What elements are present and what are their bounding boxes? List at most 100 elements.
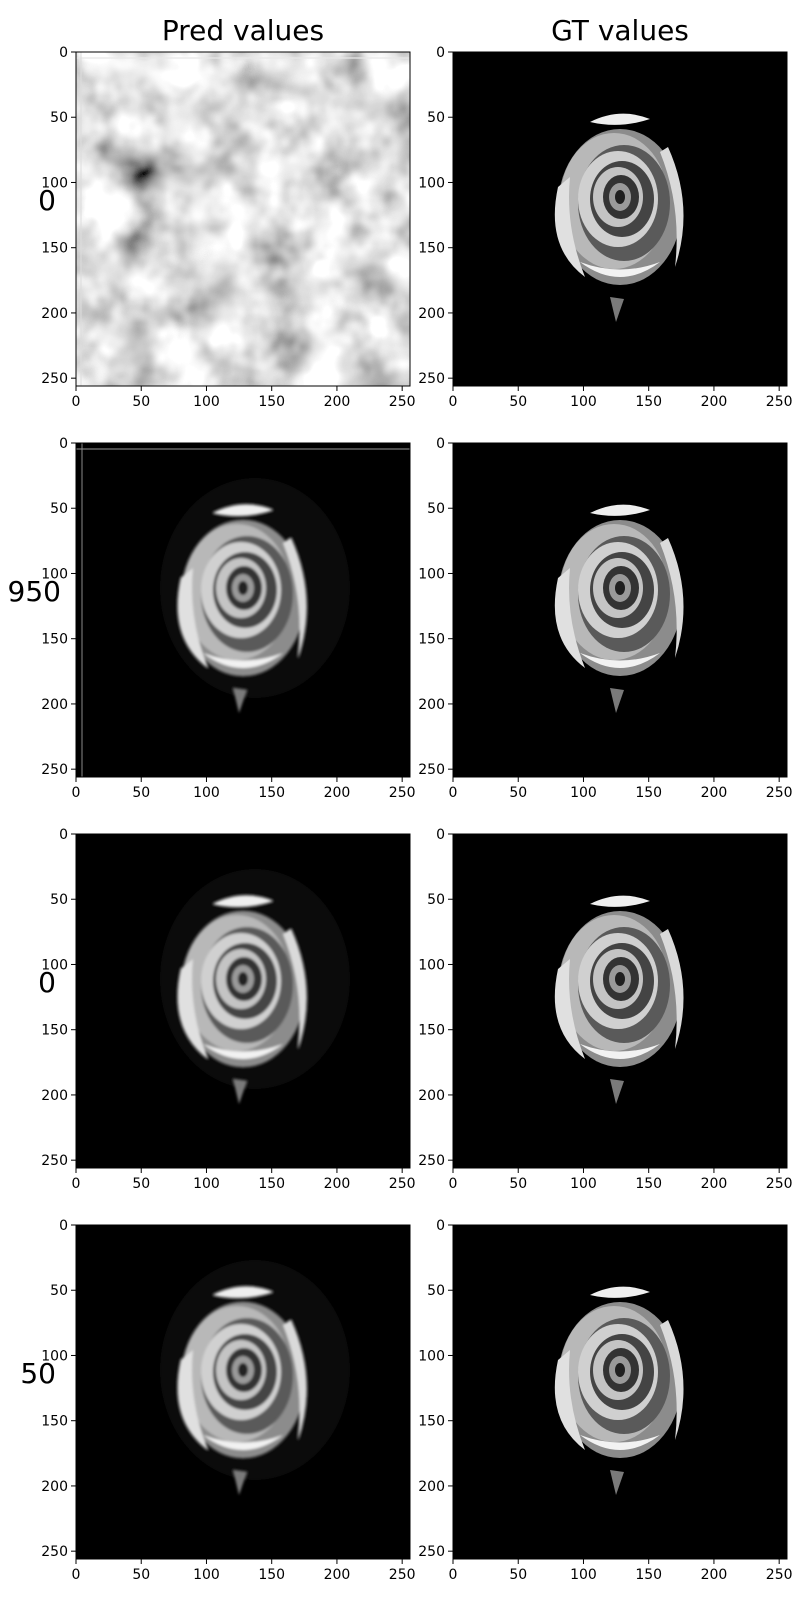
x-tick-label: 0 xyxy=(72,1176,81,1192)
x-tick-label: 50 xyxy=(132,394,150,410)
x-tick-label: 250 xyxy=(766,1176,793,1192)
row-label-4: 50 xyxy=(20,1357,56,1390)
x-tick-label: 250 xyxy=(389,1176,416,1192)
subplot-r3-c2: 0 50 100 150 200 250 0 50 100 150 200 250 xyxy=(418,827,792,1192)
row-label-2: 950 xyxy=(7,575,61,608)
y-tick-label: 0 xyxy=(59,827,68,843)
subplot-r2-c1: 0 50 100 150 200 250 0 50 100 150 200 250 xyxy=(41,436,415,801)
y-tick-label: 200 xyxy=(418,1088,445,1104)
y-tick-label: 0 xyxy=(436,45,445,61)
y-tick-label: 100 xyxy=(418,1348,445,1364)
y-tick-label: 150 xyxy=(418,1023,445,1039)
x-tick-label: 150 xyxy=(258,394,285,410)
column-title-pred: Pred values xyxy=(161,14,325,47)
y-tick-label: 50 xyxy=(50,110,68,126)
y-tick-label: 200 xyxy=(41,1088,68,1104)
y-tick-label: 50 xyxy=(50,892,68,908)
y-tick-label: 200 xyxy=(41,697,68,713)
y-tick-label: 250 xyxy=(41,1544,68,1560)
image-rose-blurred xyxy=(76,1225,410,1559)
y-tick-label: 50 xyxy=(50,1283,68,1299)
x-tick-label: 250 xyxy=(766,1567,793,1583)
y-tick-label: 100 xyxy=(41,566,68,582)
x-tick-label: 200 xyxy=(324,785,351,801)
x-tick-label: 150 xyxy=(635,1567,662,1583)
y-tick-label: 150 xyxy=(41,1023,68,1039)
x-tick-label: 50 xyxy=(509,1567,527,1583)
x-tick-label: 0 xyxy=(72,394,81,410)
x-tick-label: 200 xyxy=(324,394,351,410)
y-tick-label: 0 xyxy=(59,45,68,61)
y-tick-label: 50 xyxy=(427,501,445,517)
x-tick-label: 250 xyxy=(389,785,416,801)
y-tick-label: 150 xyxy=(41,632,68,648)
x-tick-label: 200 xyxy=(701,1176,728,1192)
y-tick-label: 0 xyxy=(436,1218,445,1234)
x-tick-label: 250 xyxy=(766,394,793,410)
y-tick-label: 0 xyxy=(436,436,445,452)
x-tick-label: 150 xyxy=(635,394,662,410)
x-tick-label: 50 xyxy=(132,785,150,801)
x-tick-label: 200 xyxy=(324,1176,351,1192)
x-tick-label: 50 xyxy=(509,1176,527,1192)
image-rose xyxy=(453,52,787,386)
y-tick-label: 0 xyxy=(59,1218,68,1234)
x-tick-label: 50 xyxy=(132,1176,150,1192)
x-tick-label: 100 xyxy=(570,1176,597,1192)
y-tick-label: 100 xyxy=(418,175,445,191)
subplot-r3-c1: 0 50 100 150 200 250 0 50 100 150 200 250 xyxy=(41,827,415,1192)
image-rose xyxy=(453,834,787,1168)
image-rose-blurred xyxy=(76,834,410,1168)
y-tick-label: 200 xyxy=(41,1479,68,1495)
x-tick-label: 100 xyxy=(193,1176,220,1192)
y-tick-label: 50 xyxy=(50,501,68,517)
y-tick-label: 0 xyxy=(436,827,445,843)
x-tick-label: 0 xyxy=(72,1567,81,1583)
subplot-r2-c2: 0 50 100 150 200 250 0 50 100 150 200 250 xyxy=(418,436,792,801)
x-tick-label: 150 xyxy=(258,1176,285,1192)
x-tick-label: 100 xyxy=(193,785,220,801)
subplot-r1-c1: 0 50 100 150 200 250 0 50 100 150 200 250 xyxy=(41,45,415,410)
y-tick-label: 200 xyxy=(41,306,68,322)
y-tick-label: 200 xyxy=(418,306,445,322)
subplot-r1-c2: 0 50 100 150 200 250 0 50 100 150 200 250 xyxy=(418,45,792,410)
x-tick-label: 0 xyxy=(449,1567,458,1583)
x-tick-label: 200 xyxy=(324,1567,351,1583)
row-label-3: 0 xyxy=(38,966,56,999)
y-tick-label: 100 xyxy=(41,957,68,973)
x-tick-label: 100 xyxy=(193,1567,220,1583)
x-tick-label: 150 xyxy=(635,785,662,801)
y-tick-label: 100 xyxy=(41,175,68,191)
y-tick-label: 50 xyxy=(427,1283,445,1299)
image-rose xyxy=(453,443,787,777)
y-tick-label: 250 xyxy=(41,762,68,778)
y-tick-label: 150 xyxy=(418,632,445,648)
y-tick-label: 250 xyxy=(418,371,445,387)
x-tick-label: 0 xyxy=(449,785,458,801)
x-tick-label: 200 xyxy=(701,785,728,801)
subplot-r4-c2: 0 50 100 150 200 250 0 50 100 150 200 250 xyxy=(418,1218,792,1583)
y-tick-label: 250 xyxy=(418,762,445,778)
y-tick-label: 100 xyxy=(418,957,445,973)
x-tick-label: 150 xyxy=(258,1567,285,1583)
image-noise xyxy=(76,52,410,386)
x-tick-label: 250 xyxy=(766,785,793,801)
y-tick-label: 250 xyxy=(418,1153,445,1169)
y-tick-label: 150 xyxy=(41,1414,68,1430)
x-tick-label: 100 xyxy=(193,394,220,410)
y-tick-label: 50 xyxy=(427,892,445,908)
x-tick-label: 150 xyxy=(258,785,285,801)
y-tick-label: 250 xyxy=(41,1153,68,1169)
y-tick-label: 50 xyxy=(427,110,445,126)
column-title-gt: GT values xyxy=(551,14,689,47)
y-tick-label: 250 xyxy=(41,371,68,387)
y-tick-label: 100 xyxy=(418,566,445,582)
